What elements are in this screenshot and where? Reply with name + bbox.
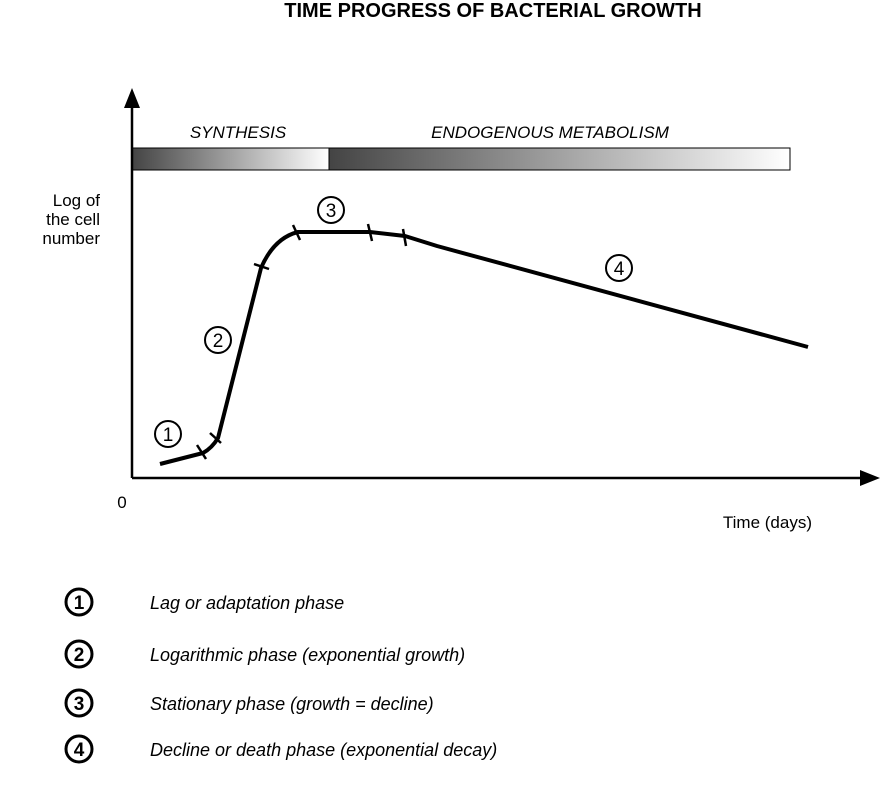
endogenous-metabolism-band (328, 147, 791, 171)
legend-text: Lag or adaptation phase (150, 593, 344, 613)
legend-marker: 4 (74, 740, 85, 761)
y-axis-label-line-3: number (42, 229, 100, 248)
x-axis-label: Time (days) (723, 513, 812, 532)
phase-marker-number: 4 (614, 259, 625, 280)
circle-outline (64, 688, 94, 718)
circle-outline (605, 254, 633, 282)
legend-marker: 3 (74, 694, 85, 715)
y-axis-arrowhead (124, 88, 140, 108)
phase-marker-number: 3 (326, 201, 337, 222)
legend: 1 Lag or adaptation phase 2 Logarithmic … (64, 587, 497, 764)
growth-curve (159, 230, 809, 466)
tick-mark (253, 262, 270, 271)
phase-marker-number: 2 (213, 331, 224, 352)
legend-marker: 2 (74, 645, 85, 666)
synthesis-band (131, 147, 330, 171)
y-axis-label-line-2: the cell (46, 210, 100, 229)
phase-marker-2: 2 (204, 326, 232, 354)
y-axis-label-line-1: Log of (53, 191, 101, 210)
circle-outline (317, 196, 345, 224)
phase-marker-number: 1 (163, 425, 174, 446)
phase-marker-4: 4 (605, 254, 633, 282)
legend-text: Decline or death phase (exponential deca… (150, 740, 497, 760)
tick-mark (209, 432, 222, 444)
tick-mark (291, 224, 302, 241)
tick-mark (195, 444, 208, 460)
circle-outline (154, 420, 182, 448)
circle-outline (64, 734, 94, 764)
x-axis-arrowhead (860, 470, 880, 486)
circle-outline (204, 326, 232, 354)
phase-ticks (195, 223, 408, 460)
legend-item: 3 Stationary phase (growth = decline) (64, 688, 434, 718)
phase-marker-1: 1 (154, 420, 182, 448)
circle-outline (64, 587, 94, 617)
endogenous-metabolism-label: ENDOGENOUS METABOLISM (431, 123, 670, 142)
legend-item: 4 Decline or death phase (exponential de… (64, 734, 497, 764)
tick-mark (401, 228, 408, 247)
circle-outline (64, 639, 94, 669)
legend-marker: 1 (74, 593, 85, 614)
tick-mark (366, 223, 374, 242)
legend-text: Stationary phase (growth = decline) (150, 694, 434, 714)
diagram-title: TIME PROGRESS OF BACTERIAL GROWTH (284, 0, 701, 22)
phase-marker-3: 3 (317, 196, 345, 224)
legend-item: 1 Lag or adaptation phase (64, 587, 344, 617)
legend-text: Logarithmic phase (exponential growth) (150, 645, 465, 665)
origin-label: 0 (117, 493, 126, 512)
legend-item: 2 Logarithmic phase (exponential growth) (64, 639, 465, 669)
synthesis-label: SYNTHESIS (190, 123, 287, 142)
